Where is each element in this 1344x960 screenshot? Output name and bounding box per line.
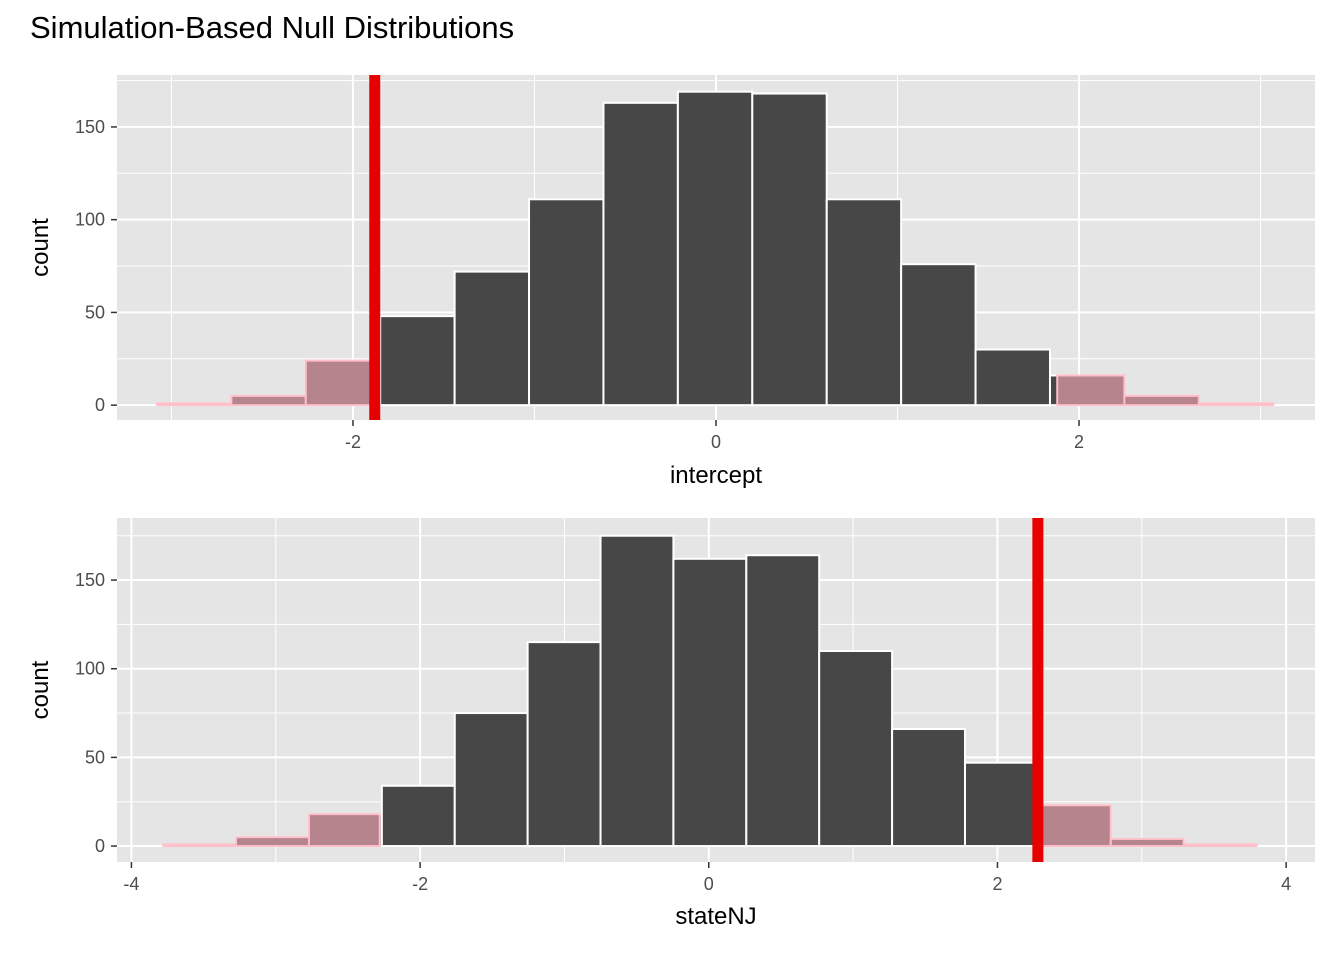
panel1-shaded-tail-bar [1056,374,1126,407]
panel1-x-tick-label: -2 [345,432,361,452]
panel2-x-tick-label: -4 [123,874,139,894]
panel2-y-tick-label: 0 [95,836,105,856]
panel1-y-axis-title: count [27,218,54,277]
panel2-y-tick-label: 50 [85,747,105,767]
panel2-histogram-bar [963,761,1039,848]
panel2-histogram-bar [599,534,675,848]
panel2-shaded-tail-bar [1182,843,1258,848]
panel2-shaded-tail-bar [235,836,310,848]
panel1-y-tick-label: 150 [75,117,105,137]
panel1-histogram-bar [825,198,903,407]
panel1-histogram-bar [676,90,754,407]
panel2-histogram-bar [453,712,529,848]
panel2-shaded-tail-bar [307,813,381,848]
panel2-y-axis-title: count [27,660,54,719]
panel1-shaded-tail-bar [230,394,307,407]
panel1-shaded-tail-bar [1123,394,1200,407]
panel2-x-axis-title: stateNJ [675,903,756,930]
panel1-histogram-bar [528,198,605,407]
panel1-y-tick-label: 100 [75,210,105,230]
panel2-shaded-tail-bar [1109,837,1185,848]
panel2-histogram-bar [818,649,894,848]
panel2-y-tick-label: 150 [75,570,105,590]
panel2-x-tick-label: 2 [992,874,1002,894]
panel2-x-tick-label: 4 [1281,874,1291,894]
panel1-histogram-bar [974,348,1051,407]
panel2-shaded-tail-bar [1036,804,1112,848]
panel2-shaded-tail-bar [162,843,238,848]
panel1-y-tick-label: 0 [95,395,105,415]
panel1-histogram-bar [453,270,531,407]
panel2-histogram-bar [672,557,748,848]
panel1-x-tick-label: 0 [711,432,721,452]
panel1-histogram-bar [751,92,828,407]
panel2-histogram-bar [526,641,602,848]
panel1-x-tick-label: 2 [1074,432,1084,452]
panel2-histogram-bar [745,554,821,848]
panel1-shaded-tail-bar [304,359,376,407]
panel2-x-tick-label: -2 [412,874,428,894]
panel1-histogram-bar [379,315,456,407]
panel1-histogram-bar [900,263,977,407]
panel1-shaded-tail-bar [1197,402,1275,407]
panel2-y-tick-label: 100 [75,659,105,679]
panel2-histogram-bar [891,728,966,848]
panel1-histogram-bar [602,101,679,407]
panel1-y-tick-label: 50 [85,302,105,322]
panel2-histogram-bar [380,784,456,848]
panel1-shaded-tail-bar [155,402,233,407]
panel1-x-axis-title: intercept [670,462,762,489]
chart-title: Simulation-Based Null Distributions [30,10,515,45]
panel2-x-tick-label: 0 [704,874,714,894]
